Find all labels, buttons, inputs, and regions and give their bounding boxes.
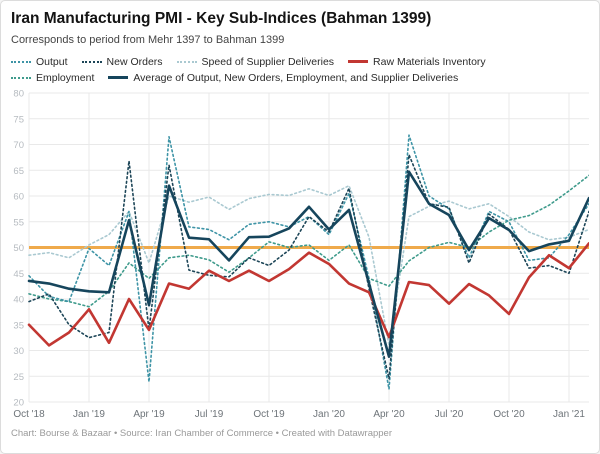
pmi-chart: 20 25 30 35 40 45 50 55 60 65 70 75 80 Oct '18 Jan '19…	[13, 88, 589, 420]
legend-item-raw-materials-inventory: Raw Materials Inventory	[348, 56, 486, 68]
legend-item-new-orders: New Orders	[81, 55, 163, 68]
legend-label: Output	[36, 55, 68, 68]
legend-swatch-icon	[176, 60, 197, 63]
legend-item-average-of-output-new-orders-employment-and-supplier-deliveries: Average of Output, New Orders, Employmen…	[108, 72, 458, 84]
series-line-new-orders	[28, 153, 589, 380]
x-axis-tick-label: Oct '20	[493, 409, 525, 420]
x-axis-tick-label: Jul '19	[195, 409, 224, 420]
legend-label: Average of Output, New Orders, Employmen…	[133, 71, 459, 84]
y-axis-tick-label: 45	[13, 269, 24, 280]
x-axis-tick-label: Apr '20	[373, 409, 405, 420]
legend-swatch-icon	[11, 60, 31, 63]
x-axis-tick-label: Oct '19	[253, 409, 285, 420]
x-axis-tick-label: Oct '18	[13, 409, 45, 420]
series-line-output	[28, 134, 589, 390]
series-line-raw-materials-inventory	[27, 241, 589, 347]
x-axis-tick-label: Apr '19	[133, 409, 165, 420]
y-axis-tick-label: 75	[13, 114, 24, 125]
series-line-employment	[28, 174, 589, 308]
series-line-speed-of-supplier-deliveries	[28, 184, 589, 346]
x-axis-tick-label: Jan '21	[553, 409, 585, 420]
attribution-footer: Chart: Bourse & Bazaar • Source: Iran Ch…	[11, 427, 393, 439]
legend-item-employment: Employment	[11, 72, 94, 84]
y-axis-tick-label: 60	[13, 191, 24, 202]
legend-swatch-icon	[11, 76, 31, 79]
legend-item-output: Output	[11, 56, 68, 68]
legend-label: Speed of Supplier Deliveries	[201, 55, 335, 68]
y-axis-tick-label: 80	[13, 88, 24, 99]
chart-subtitle: Corresponds to period from Mehr 1397 to …	[11, 33, 285, 46]
y-axis-tick-label: 35	[13, 320, 24, 331]
y-axis-tick-label: 55	[13, 217, 24, 228]
legend-label: Employment	[36, 71, 95, 84]
y-axis-tick-label: 65	[13, 166, 24, 177]
legend-swatch-icon	[348, 60, 369, 64]
legend-item-speed-of-supplier-deliveries: Speed of Supplier Deliveries	[176, 55, 335, 68]
legend-label: New Orders	[106, 55, 163, 68]
y-axis-tick-label: 25	[13, 372, 24, 383]
chart-legend: Output New Orders Speed of Supplier Delive…	[11, 56, 589, 84]
x-axis-tick-label: Jul '20	[435, 409, 464, 420]
x-axis: Oct '18 Jan '19 Apr '19 Jul '19 Oct '19 Jan '…	[13, 409, 585, 420]
x-axis-tick-label: Jan '20	[313, 409, 345, 420]
page-title: Iran Manufacturing PMI - Key Sub-Indices…	[11, 10, 432, 27]
series-line-average-of-output-new-orders-employment-and-supplier-deliveries	[27, 170, 589, 358]
y-axis-tick-label: 70	[13, 140, 24, 151]
y-axis-tick-label: 40	[13, 294, 24, 305]
legend-label: Raw Materials Inventory	[373, 55, 486, 68]
y-axis-tick-label: 30	[13, 346, 24, 357]
legend-swatch-icon	[81, 60, 102, 63]
gridlines	[28, 92, 589, 403]
y-axis-tick-label: 50	[13, 243, 24, 254]
x-axis-tick-label: Jan '19	[73, 409, 105, 420]
y-axis-tick-label: 20	[13, 397, 24, 408]
legend-swatch-icon	[108, 76, 129, 80]
